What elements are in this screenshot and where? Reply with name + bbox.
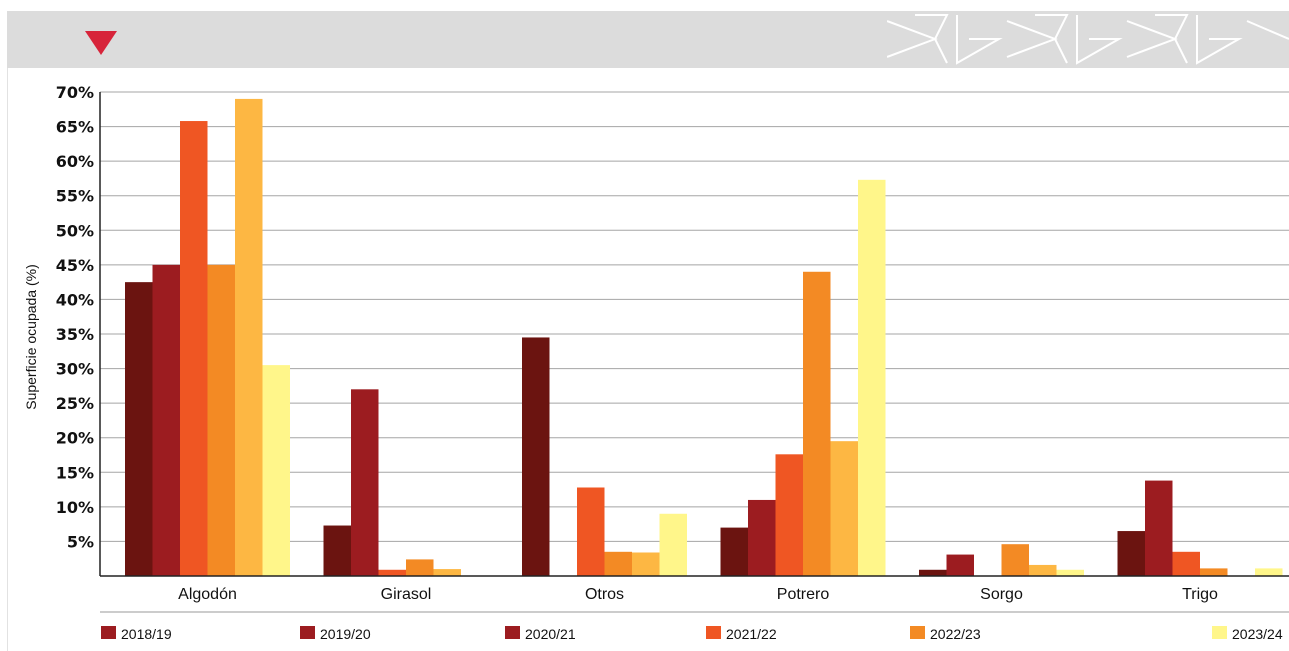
category-label: Trigo <box>1182 586 1218 603</box>
y-tick-label: 45% <box>56 256 94 275</box>
category-label: Girasol <box>381 586 432 603</box>
bar-girasol-2019-20 <box>351 389 379 576</box>
triangle-marker-icon <box>85 31 117 55</box>
legend-label: 2022/23 <box>930 626 981 642</box>
bar-sorgo-2019-20 <box>946 554 974 576</box>
bar-potrero-2021-22 <box>803 271 831 576</box>
bar-trigo-2023-24 <box>1255 568 1283 576</box>
bar-sorgo-2023-24 <box>1056 569 1084 576</box>
bar-otros-2020-21 <box>577 487 605 576</box>
bar-trigo-2018-19 <box>1117 531 1145 576</box>
category-label: Potrero <box>777 586 830 603</box>
legend-swatch <box>706 626 721 639</box>
legend-item: 2020/21 <box>505 626 576 642</box>
bar-girasol-2018-19 <box>323 525 351 576</box>
decorative-pattern-icon <box>887 14 1289 65</box>
category-label: Otros <box>585 586 624 603</box>
bar-potrero-2020-21 <box>775 454 803 576</box>
y-tick-label: 35% <box>56 325 94 344</box>
bar-girasol-2020-21 <box>378 569 406 576</box>
legend-swatch <box>101 626 116 639</box>
bar-algodon-2019-20 <box>152 264 180 576</box>
legend-item: 2019/20 <box>300 626 371 642</box>
category-label: Algodón <box>178 586 237 603</box>
bar-potrero-2018-19 <box>720 527 748 576</box>
legend-item: 2023/24 <box>1212 626 1283 642</box>
y-tick-label: 50% <box>56 221 94 240</box>
bar-otros-2018-19 <box>522 337 550 576</box>
y-tick-label: 5% <box>67 532 94 551</box>
y-tick-label: 10% <box>56 498 94 517</box>
bar-algodon-2020-21 <box>180 121 208 576</box>
y-tick-label: 15% <box>56 463 94 482</box>
legend-label: 2023/24 <box>1232 626 1283 642</box>
bar-otros-2023-24 <box>659 513 687 576</box>
legend-swatch <box>300 626 315 639</box>
y-tick-label: 25% <box>56 394 94 413</box>
bar-algodon-2023-24 <box>262 365 290 576</box>
bar-sorgo-2018-19 <box>919 569 947 576</box>
legend-item: 2022/23 <box>910 626 981 642</box>
y-tick-label: 40% <box>56 290 94 309</box>
bar-potrero-2019-20 <box>748 499 776 576</box>
category-label: Sorgo <box>980 586 1023 603</box>
legend: 2018/19 2019/20 2020/21 2021/22 2022/23 2023/… <box>101 626 1283 642</box>
bar-girasol-2022-23 <box>433 569 461 576</box>
bar-algodon-2018-19 <box>125 282 153 576</box>
bar-potrero-2023-24 <box>858 179 886 576</box>
bars <box>125 98 1283 577</box>
legend-swatch <box>505 626 520 639</box>
bar-sorgo-2022-23 <box>1029 564 1057 576</box>
y-tick-label: 65% <box>56 118 94 137</box>
header-band <box>7 11 1289 68</box>
bar-sorgo-2021-22 <box>1001 544 1029 576</box>
legend-swatch <box>910 626 925 639</box>
legend-item: 2021/22 <box>706 626 777 642</box>
bar-otros-2021-22 <box>604 551 632 576</box>
bar-potrero-2022-23 <box>830 441 858 576</box>
y-tick-label: 70% <box>56 83 94 102</box>
bar-girasol-2021-22 <box>406 559 434 576</box>
y-tick-label: 30% <box>56 360 94 379</box>
bar-algodon-2021-22 <box>207 264 235 576</box>
bar-otros-2022-23 <box>632 552 660 576</box>
legend-item: 2018/19 <box>101 626 172 642</box>
legend-label: 2021/22 <box>726 626 777 642</box>
bar-trigo-2020-21 <box>1172 551 1200 576</box>
bar-trigo-2019-20 <box>1145 480 1173 576</box>
y-tick-labels: 5% 10% 15% 20% 25% 30% 35% 40% 45% 50% 55% 60% 65% 70… <box>56 83 94 551</box>
y-tick-label: 60% <box>56 152 94 171</box>
y-tick-label: 20% <box>56 429 94 448</box>
left-border <box>7 68 8 651</box>
legend-label: 2020/21 <box>525 626 576 642</box>
bar-trigo-2021-22 <box>1200 568 1228 576</box>
gridlines <box>100 91 1289 542</box>
category-labels: Algodón Girasol Otros Potrero Sorgo Trigo <box>178 586 1218 603</box>
y-tick-label: 55% <box>56 187 94 206</box>
legend-label: 2018/19 <box>121 626 172 642</box>
legend-swatch <box>1212 626 1227 639</box>
legend-label: 2019/20 <box>320 626 371 642</box>
y-axis-label: Superficie ocupada (%) <box>23 264 39 410</box>
bar-algodon-2022-23 <box>235 98 263 577</box>
